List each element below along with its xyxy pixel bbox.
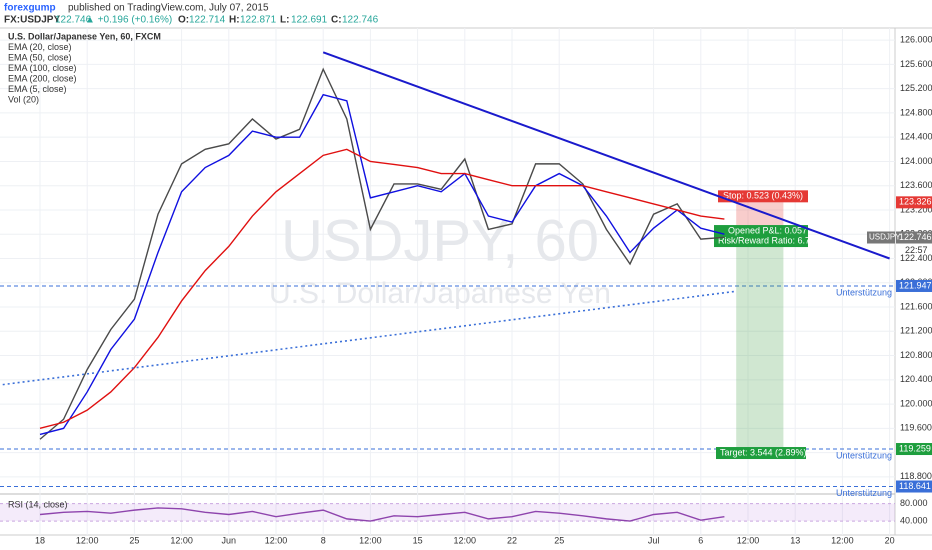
ohlc: L: [280,15,289,26]
y-tick-label: 80.000 [900,498,928,508]
y-tick-label: 121.200 [900,326,932,336]
symbol-tag-label: USDJPY [869,233,901,242]
y-tick-label: 126.000 [900,35,932,45]
y-tick-label: 124.400 [900,132,932,142]
rsi-band [0,503,895,522]
ohlc: O: [178,15,189,26]
ohlc: 122.714 [189,15,226,26]
x-tick-label: 12:00 [737,535,760,545]
x-tick-label: 8 [321,535,326,545]
target-label: Target: 3.544 (2.89%) [720,447,807,457]
watermark: U.S. Dollar/Japanese Yen [269,277,611,310]
price-tag-label: 122.746 [899,232,932,242]
target-zone [736,234,784,450]
series-line [39,93,725,436]
y-tick-label: 123.600 [900,180,932,190]
symbol-tag [867,231,895,244]
countdown: 22:57 [905,245,928,255]
x-tick-label: 25 [554,535,564,545]
x-tick-label: 20 [885,535,895,545]
pnl-label: Opened P&L: 0.057 [728,225,807,235]
trendline [322,51,890,260]
symbol: FX:USDJPY [4,15,60,26]
y-tick-label: 120.400 [900,374,932,384]
legend-entry: EMA (20, close) [8,42,72,52]
legend-entry: EMA (50, close) [8,52,72,62]
ohlc: 122.746 [342,15,379,26]
y-tick-label: 120.000 [900,398,932,408]
x-tick-label: 12:00 [76,535,99,545]
ratio-label: Risk/Reward Ratio: 6.78 [718,235,815,245]
price-tag [896,196,932,209]
x-tick-label: 25 [129,535,139,545]
x-tick-label: 12:00 [454,535,477,545]
y-tick-label: 125.200 [900,83,932,93]
y-tick-label: 122.400 [900,253,932,263]
level-label: 119.259 [899,443,931,453]
x-tick-label: 12:00 [170,535,193,545]
legend-entry: EMA (200, close) [8,73,77,83]
level-text: Unterstützung [836,488,892,498]
rsi-title: RSI (14, close) [8,499,68,509]
y-tick-label: 120.800 [900,350,932,360]
level-tag [896,443,932,456]
legend-entry: Vol (20) [8,94,39,104]
x-tick-label: Jun [222,535,237,545]
y-tick-label: 124.000 [900,156,932,166]
x-tick-label: 15 [413,535,423,545]
pnl-box [714,225,808,248]
last: 122.746 [55,15,92,26]
published: published on TradingView.com, July 07, 2… [68,3,269,14]
x-tick-label: Jul [648,535,660,545]
x-tick-label: 12:00 [359,535,382,545]
watermark: USDJPY, 60 [281,208,599,273]
series-line [39,148,725,430]
x-tick-label: 22 [507,535,517,545]
y-tick-label: 125.600 [900,59,932,69]
ohlc: C: [331,15,342,26]
legend-entry: EMA (100, close) [8,63,77,73]
price-tag [896,231,932,244]
ohlc: 122.871 [240,15,277,26]
y-tick-label: 121.600 [900,301,932,311]
level-label: 118.641 [899,481,931,491]
x-tick-label: 12:00 [265,535,288,545]
legend-entry: EMA (5, close) [8,84,67,94]
y-tick-label: 40.000 [900,515,928,525]
legend-entry: U.S. Dollar/Japanese Yen, 60, FXCM [8,31,161,41]
level-tag [896,480,932,493]
stop-label: Stop: 0.523 (0.43%) [723,191,803,201]
target-box [716,447,806,460]
stop-box [718,190,808,203]
y-tick-label: 124.800 [900,107,932,117]
ohlc: 122.691 [291,15,328,26]
y-tick-label: 118.800 [900,471,932,481]
series-line [39,67,725,440]
level-text: Unterstützung [836,450,892,460]
ohlc: H: [229,15,240,26]
series-line [39,507,725,522]
y-tick-label: 119.600 [900,423,932,433]
level-text: Unterstützung [836,287,892,297]
x-tick-label: 18 [35,535,45,545]
level-label: 121.947 [899,280,932,290]
x-tick-label: 6 [698,535,703,545]
x-tick-label: 13 [790,535,800,545]
change: ▲ +0.196 (+0.16%) [85,15,172,26]
price-tag-label: 123.326 [899,197,932,207]
x-tick-label: 12:00 [831,535,854,545]
author[interactable]: forexgump [4,3,56,14]
level-tag [896,279,932,292]
y-tick-label: 123.200 [900,204,932,214]
